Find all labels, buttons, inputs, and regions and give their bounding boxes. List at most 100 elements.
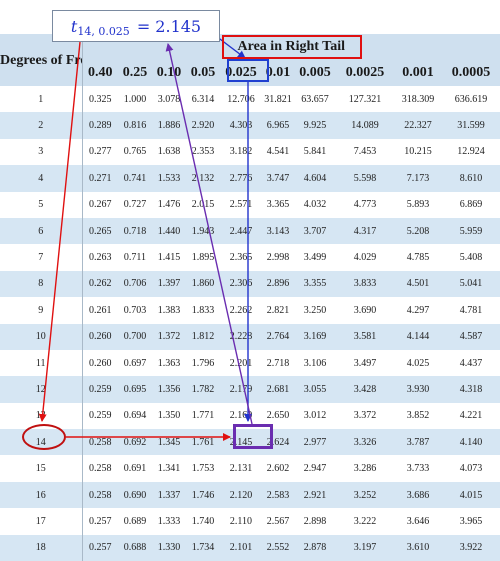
critical-value-cell: 1.740 [186, 508, 220, 535]
critical-value-cell: 5.598 [336, 165, 394, 192]
critical-value-cell: 0.325 [82, 86, 118, 113]
critical-value-cell: 2.120 [220, 481, 262, 509]
critical-value-cell: 0.694 [118, 402, 152, 430]
critical-value-cell: 0.816 [118, 112, 152, 139]
critical-value-cell: 2.998 [262, 244, 294, 271]
critical-value-cell: 3.326 [336, 429, 394, 456]
critical-value-cell: 4.140 [442, 429, 500, 456]
critical-value-cell: 3.922 [442, 534, 500, 561]
formula-subscript: 14, 0.025 [77, 24, 130, 38]
critical-value-cell: 2.921 [294, 481, 336, 509]
table-row-df-14: 14 0.258 0.692 1.345 1.761 2.145 2.624 2.977 3.3… [0, 429, 500, 456]
critical-value-cell: 1.341 [152, 455, 186, 482]
critical-value-cell: 4.221 [442, 402, 500, 430]
table-row-df-8: 8 0.262 0.706 1.397 1.860 2.306 2.896 3.355 3.83… [0, 270, 500, 298]
critical-value-cell: 1.812 [186, 323, 220, 350]
critical-value-cell: 0.689 [118, 508, 152, 535]
critical-value-cell: 6.869 [442, 191, 500, 218]
critical-value-cell: 0.258 [82, 455, 118, 482]
df-14-highlight-ellipse [22, 424, 66, 450]
df-cell: 2 [0, 112, 83, 139]
critical-value-cell: 1.638 [152, 138, 186, 166]
critical-value-cell: 2.201 [220, 349, 262, 377]
table-row-df-11: 11 0.260 0.697 1.363 1.796 2.201 2.718 3.106 3.4… [0, 349, 500, 377]
critical-value-cell: 3.852 [394, 402, 442, 430]
formula-variable: t [70, 16, 78, 36]
critical-value-cell: 2.776 [220, 165, 262, 192]
df-cell: 18 [0, 534, 83, 561]
critical-value-cell: 3.707 [294, 217, 336, 245]
critical-value-cell: 3.106 [294, 349, 336, 377]
critical-value-cell: 0.697 [118, 349, 152, 377]
critical-value-cell: 4.029 [336, 244, 394, 271]
table-row-df-12: 12 0.259 0.695 1.356 1.782 2.179 2.681 3.055 3.4… [0, 376, 500, 403]
critical-value-cell: 3.365 [262, 191, 294, 218]
table-row-df-10: 10 0.260 0.700 1.372 1.812 2.228 2.764 3.169 3.5… [0, 323, 500, 350]
critical-value-cell: 2.131 [220, 455, 262, 482]
critical-value-cell: 31.599 [442, 112, 500, 139]
critical-value-cell: 1.833 [186, 297, 220, 324]
table-body: 1 0.325 1.000 3.078 6.314 12.706 31.821 63.657 1… [0, 86, 500, 561]
critical-value-cell: 0.695 [118, 376, 152, 403]
critical-value-cell: 7.173 [394, 165, 442, 192]
critical-value-cell: 3.581 [336, 323, 394, 350]
critical-value-cell: 0.260 [82, 349, 118, 377]
critical-value-cell: 1.796 [186, 349, 220, 377]
critical-value-cell: 4.604 [294, 165, 336, 192]
critical-value-cell: 1.345 [152, 429, 186, 456]
critical-value-cell: 4.781 [442, 297, 500, 324]
df-cell: 3 [0, 138, 83, 166]
table-row-df-3: 3 0.277 0.765 1.638 2.353 3.182 4.541 5.841 7.45… [0, 138, 500, 166]
critical-value-cell: 1.363 [152, 349, 186, 377]
critical-value-cell: 2.179 [220, 376, 262, 403]
critical-value-cell: 1.476 [152, 191, 186, 218]
critical-value-cell: 0.711 [118, 244, 152, 271]
critical-value-cell: 3.428 [336, 376, 394, 403]
critical-value-cell: 5.408 [442, 244, 500, 271]
critical-value-cell: 0.257 [82, 508, 118, 535]
df-cell: 7 [0, 244, 83, 271]
critical-value-cell: 3.355 [294, 270, 336, 298]
critical-value-cell: 5.893 [394, 191, 442, 218]
area-title-highlight-box [222, 35, 362, 59]
critical-value-cell: 1.383 [152, 297, 186, 324]
critical-value-cell: 3.250 [294, 297, 336, 324]
critical-value-cell: 1.734 [186, 534, 220, 561]
critical-value-cell: 3.733 [394, 455, 442, 482]
critical-value-cell: 0.271 [82, 165, 118, 192]
critical-value-cell: 2.571 [220, 191, 262, 218]
critical-value-cell: 1.771 [186, 402, 220, 430]
critical-value-cell: 10.215 [394, 138, 442, 166]
critical-value-cell: 0.691 [118, 455, 152, 482]
critical-value-cell: 1.895 [186, 244, 220, 271]
critical-value-cell: 4.032 [294, 191, 336, 218]
critical-value-cell: 5.208 [394, 217, 442, 245]
critical-value-cell: 9.925 [294, 112, 336, 139]
critical-value-cell: 4.025 [394, 349, 442, 377]
critical-value-cell: 2.353 [186, 138, 220, 166]
critical-value-cell: 3.197 [336, 534, 394, 561]
critical-value-cell: 1.943 [186, 217, 220, 245]
tail-area-header-0-0005: 0.0005 [442, 60, 500, 86]
df-cell: 6 [0, 217, 83, 245]
critical-value-cell: 0.259 [82, 402, 118, 430]
tail-area-header-0-001: 0.001 [394, 60, 442, 86]
critical-value-cell: 4.541 [262, 138, 294, 166]
critical-value-cell: 2.821 [262, 297, 294, 324]
critical-value-cell: 4.073 [442, 455, 500, 482]
critical-value-cell: 3.787 [394, 429, 442, 456]
tail-area-header-0-0025: 0.0025 [336, 60, 394, 86]
critical-value-cell: 3.686 [394, 481, 442, 509]
table-row-df-18: 18 0.257 0.688 1.330 1.734 2.101 2.552 2.878 3.1… [0, 534, 500, 561]
critical-value-cell: 2.132 [186, 165, 220, 192]
df-cell: 8 [0, 270, 83, 298]
critical-value-cell: 2.764 [262, 323, 294, 350]
critical-value-cell: 2.602 [262, 455, 294, 482]
critical-value-cell: 1.886 [152, 112, 186, 139]
critical-value-cell: 0.260 [82, 323, 118, 350]
table-row-df-2: 2 0.289 0.816 1.886 2.920 4.303 6.965 9.925 14.0… [0, 112, 500, 139]
tail-area-header-0-10: 0.10 [152, 60, 186, 86]
critical-value-cell: 3.078 [152, 86, 186, 113]
critical-value-cell: 0.765 [118, 138, 152, 166]
critical-value-cell: 0.258 [82, 481, 118, 509]
